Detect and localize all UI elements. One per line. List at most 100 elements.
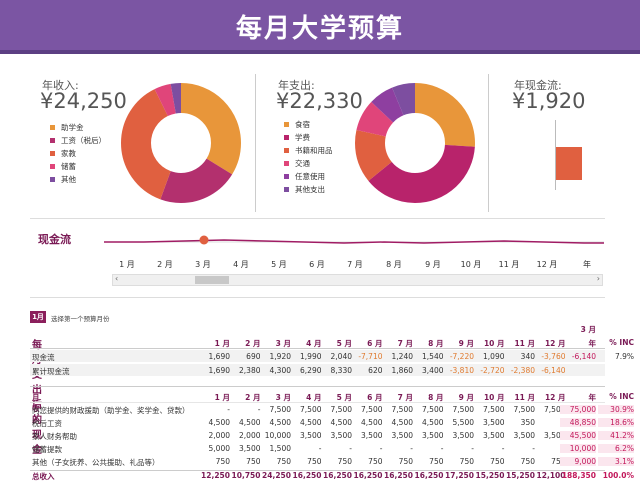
- summary-column-header: 9 月: [458, 339, 474, 348]
- table-cell: 3,500: [422, 431, 444, 440]
- axis-month-label[interactable]: 9 月: [425, 260, 441, 269]
- row-divider: [30, 470, 605, 471]
- legend-swatch: [50, 177, 55, 182]
- table-cell: 15,250: [475, 471, 505, 480]
- income-column-header: 9 月: [458, 393, 474, 402]
- table-cell: 4,500: [208, 418, 230, 427]
- income-table-title: 月收入: [32, 393, 40, 424]
- legend-label: 学费: [295, 133, 310, 142]
- divider: [488, 74, 489, 212]
- axis-month-label[interactable]: 12 月: [536, 260, 558, 269]
- axis-month-label[interactable]: 2 月: [157, 260, 173, 269]
- donut-slice: [355, 83, 475, 203]
- income-column-header: 4 月: [306, 393, 322, 402]
- table-cell: 7,500: [422, 405, 444, 414]
- table-cell: 4,500: [300, 418, 322, 427]
- table-cell: 16,250: [414, 471, 444, 480]
- table-cell: 3,500: [361, 431, 383, 440]
- table-cell: 750: [215, 457, 230, 466]
- income-row-label: 储蓄提款: [32, 445, 62, 454]
- summary-column-header: 8 月: [428, 339, 444, 348]
- table-cell: 7,500: [269, 405, 291, 414]
- summary-column-header: 3 月: [275, 339, 291, 348]
- axis-month-label[interactable]: 6 月: [309, 260, 325, 269]
- income-column-header: 12 月: [544, 393, 566, 402]
- axis-month-label[interactable]: 8 月: [386, 260, 402, 269]
- axis-month-label[interactable]: 1 月: [119, 260, 135, 269]
- income-row-label: 向您提供的财政援助（助学金、奖学金、贷款）: [32, 406, 190, 415]
- income-column-header: 8 月: [428, 393, 444, 402]
- first-month-hint: 选择第一个预算月份: [51, 315, 110, 323]
- table-cell: 2,380: [239, 366, 261, 375]
- table-cell: 17,250: [445, 471, 474, 480]
- table-cell: 7,500: [361, 405, 383, 414]
- axis-month-label[interactable]: 年: [583, 260, 591, 269]
- table-cell: 750: [459, 457, 474, 466]
- income-column-header: % INC: [609, 392, 634, 401]
- table-cell: 2,040: [330, 352, 352, 361]
- title-banner: 每月大学预算: [0, 0, 640, 54]
- table-cell: 12,100: [536, 471, 566, 480]
- table-cell: 7,500: [452, 405, 474, 414]
- table-cell: 7,500: [330, 405, 352, 414]
- table-cell: 3,500: [391, 431, 413, 440]
- scrollbar-thumb[interactable]: [195, 276, 229, 284]
- page-title: 每月大学预算: [235, 14, 404, 44]
- axis-month-label[interactable]: 3 月: [195, 260, 211, 269]
- table-cell: 188,350: [561, 471, 596, 480]
- legend-item: 其他支出: [284, 183, 333, 196]
- table-cell: 750: [276, 457, 291, 466]
- income-column-header: 7 月: [397, 393, 413, 402]
- axis-month-label[interactable]: 11 月: [498, 260, 520, 269]
- table-cell: 4,500: [361, 418, 383, 427]
- donut-slice: [355, 83, 475, 203]
- table-cell: 7,500: [544, 405, 566, 414]
- legend-item: 学费: [284, 131, 333, 144]
- inc-month-label: 3 月: [580, 325, 596, 334]
- table-cell: 1,990: [300, 352, 322, 361]
- table-cell: 7,500: [300, 405, 322, 414]
- table-cell: 340: [520, 352, 535, 361]
- table-cell: 7,500: [483, 405, 505, 414]
- legend-swatch: [284, 161, 289, 166]
- table-cell: -: [318, 444, 322, 453]
- table-cell: 16,250: [384, 471, 413, 480]
- table-cell: 1,090: [483, 352, 505, 361]
- selected-month-marker: [199, 235, 209, 245]
- legend-label: 储蓄: [61, 162, 76, 171]
- first-month-selector[interactable]: 1月: [30, 311, 46, 323]
- table-cell: -: [257, 405, 261, 414]
- table-cell: -3,810: [449, 366, 474, 375]
- table-cell: -: [501, 444, 505, 453]
- income-row-label: 其他（子女抚养、公共援助、礼品等）: [32, 458, 160, 467]
- summary-column-header: 2 月: [245, 339, 261, 348]
- legend-swatch: [50, 125, 55, 130]
- table-cell: 8,330: [330, 366, 352, 375]
- row-shade: [30, 364, 605, 376]
- scroll-right-icon[interactable]: ›: [596, 274, 600, 283]
- table-cell: 3,500: [300, 431, 322, 440]
- table-cell: 750: [490, 457, 505, 466]
- expense-legend: 食宿 学费 书籍和用品 交通 任意使用 其他支出: [284, 118, 333, 196]
- table-cell: -2,380: [510, 366, 535, 375]
- table-cell: 10,000: [560, 444, 596, 453]
- timeline-scrollbar[interactable]: ‹ ›: [112, 274, 603, 286]
- table-cell: 24,250: [262, 471, 291, 480]
- axis-month-label[interactable]: 7 月: [347, 260, 363, 269]
- axis-month-label[interactable]: 4 月: [233, 260, 249, 269]
- income-column-header: 6 月: [367, 393, 383, 402]
- legend-label: 食宿: [295, 120, 310, 129]
- table-cell: -: [471, 444, 474, 453]
- axis-month-label[interactable]: 5 月: [271, 260, 287, 269]
- scroll-left-icon[interactable]: ‹: [115, 274, 119, 283]
- legend-item: 家教: [50, 147, 106, 160]
- table-cell: -: [379, 444, 383, 453]
- legend-swatch: [50, 138, 55, 143]
- table-cell: 1,500: [269, 444, 291, 453]
- table-cell: 1,540: [422, 352, 444, 361]
- summary-column-header: 11 月: [514, 339, 535, 348]
- annual-cashflow-bar: [556, 147, 582, 180]
- legend-swatch: [284, 135, 289, 140]
- income-column-header: 3 月: [275, 393, 291, 402]
- axis-month-label[interactable]: 10 月: [460, 260, 482, 269]
